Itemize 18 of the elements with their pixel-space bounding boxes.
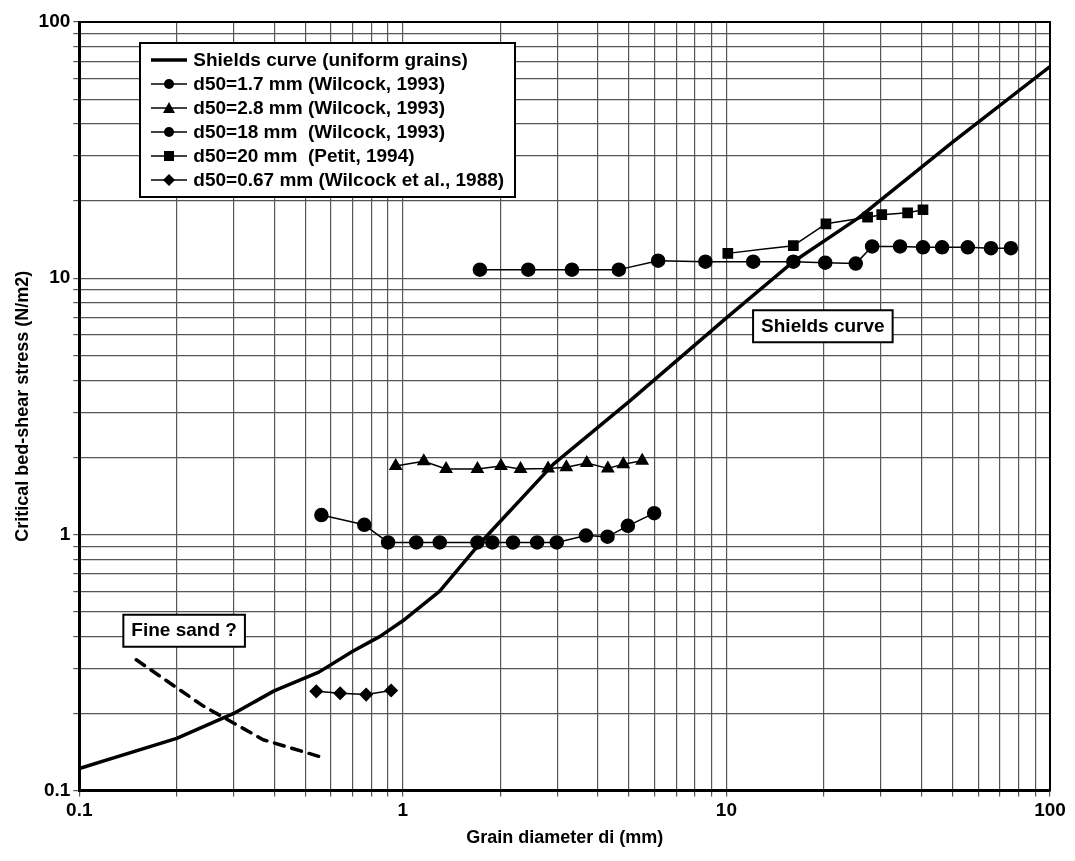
x-tick-label: 1: [397, 799, 409, 821]
legend-label: d50=2.8 mm (Wilcock, 1993): [193, 96, 446, 120]
x-tick-label: 100: [1034, 799, 1066, 821]
legend-label: d50=18 mm (Wilcock, 1993): [193, 120, 446, 144]
x-tick-label: 10: [715, 799, 737, 821]
y-tick-label: 1: [59, 522, 71, 544]
legend-label: d50=1.7 mm (Wilcock, 1993): [193, 72, 446, 96]
x-axis-title: Grain diameter di (mm): [466, 827, 664, 848]
legend-label: d50=0.67 mm (Wilcock et al., 1988): [193, 168, 505, 192]
y-tick-label: 100: [38, 10, 71, 32]
annotation: Fine sand ?: [131, 618, 237, 640]
legend-label: Shields curve (uniform grains): [193, 48, 468, 72]
annotation: Shields curve: [761, 314, 885, 336]
y-tick-label: 0.1: [43, 778, 71, 800]
legend-label: d50=20 mm (Petit, 1994): [193, 144, 415, 168]
y-tick-label: 10: [49, 266, 71, 288]
y-axis-title: Critical bed-shear stress (N/m2): [11, 270, 32, 542]
x-tick-label: 0.1: [66, 799, 93, 821]
